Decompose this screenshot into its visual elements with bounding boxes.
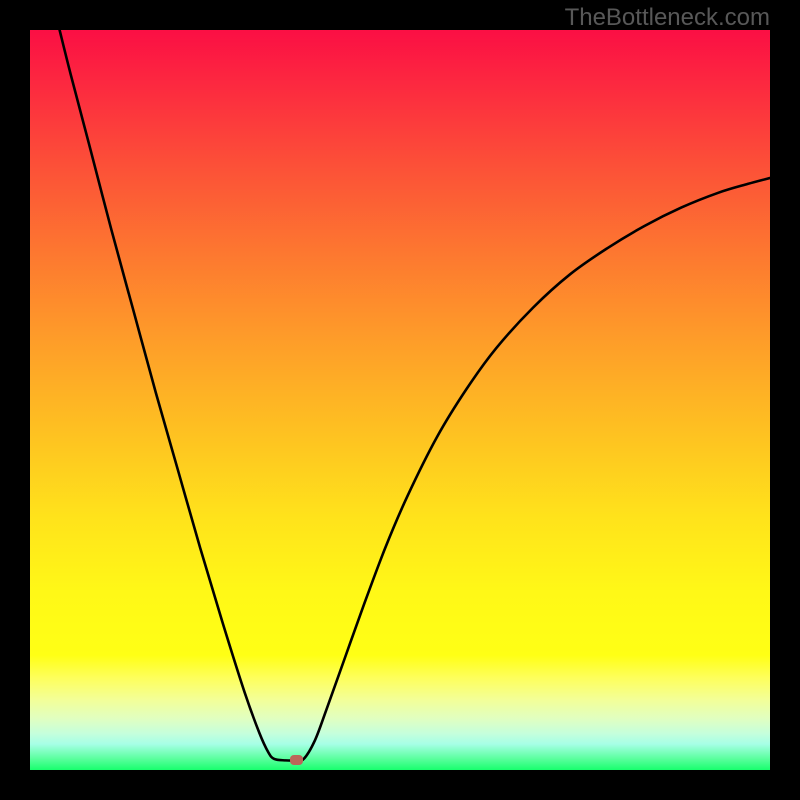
bottleneck-curve: [60, 30, 770, 761]
chart-stage: TheBottleneck.com: [0, 0, 800, 800]
watermark-text: TheBottleneck.com: [565, 4, 770, 32]
plot-area: [30, 30, 770, 770]
curve-svg: [30, 30, 770, 770]
minimum-marker: [290, 755, 303, 765]
